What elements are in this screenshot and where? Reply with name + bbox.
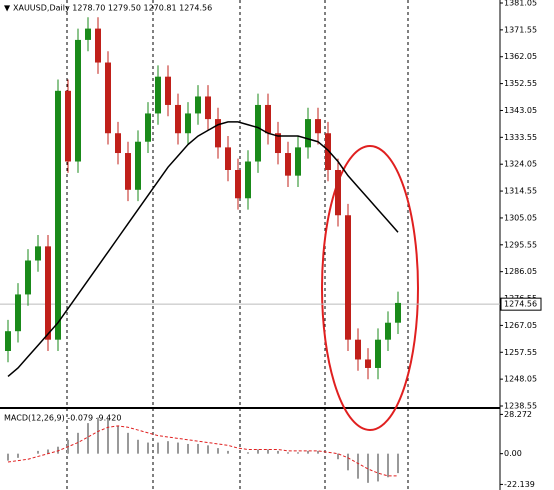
chart-title: XAUUSD,Daily 1278.70 1279.50 1270.81 127… [13, 4, 212, 13]
candle-body [345, 215, 351, 340]
candle-body [175, 104, 181, 134]
candle-body [95, 28, 101, 63]
candle-body [305, 119, 311, 148]
y-tick-label: 0.00 [504, 449, 522, 458]
candle-body [25, 260, 31, 295]
candle-body [165, 76, 171, 105]
candle-body [115, 133, 121, 154]
y-tick-label: 1362.05 [504, 52, 537, 61]
last-price-box [500, 297, 542, 311]
candle-body [145, 113, 151, 142]
signal-line [7, 425, 398, 477]
candle-body [265, 104, 271, 134]
candle-body [195, 96, 201, 114]
candle-body [285, 153, 291, 176]
candle-body [15, 294, 21, 332]
y-tick-label: 1238.55 [504, 402, 537, 411]
y-tick-label: 1333.55 [504, 133, 537, 142]
candle-body [315, 119, 321, 134]
y-tick-label: 1267.05 [504, 321, 537, 330]
candle-body [275, 133, 281, 154]
candle-body [125, 153, 131, 190]
highlight-ellipse [321, 145, 419, 431]
candle-body [155, 76, 161, 114]
candle-body [375, 339, 381, 368]
candle-body [45, 246, 51, 340]
y-tick-label: 1305.05 [504, 213, 537, 222]
candle-body [105, 62, 111, 134]
y-tick-label: 1343.05 [504, 106, 537, 115]
candle-body [365, 359, 371, 368]
y-tick-label: 1248.05 [504, 375, 537, 384]
y-tick-label: 1324.05 [504, 160, 537, 169]
last-price-label: 1274.56 [504, 300, 537, 309]
candle-body [245, 161, 251, 199]
y-tick-label: 1257.55 [504, 348, 537, 357]
y-tick-label: 1314.55 [504, 187, 537, 196]
y-tick-label: 1371.55 [504, 25, 537, 34]
y-tick-label: 28.272 [504, 410, 532, 419]
candle-body [225, 147, 231, 170]
candle-body [385, 322, 391, 340]
candle-body [75, 39, 81, 162]
candle-body [295, 147, 301, 176]
moving-average [7, 121, 399, 378]
macd-title: MACD(12,26,9) -0.079 -9.420 [4, 414, 121, 423]
candle-body [135, 141, 141, 190]
candle-body [85, 28, 91, 40]
y-tick-label: -22.139 [504, 480, 535, 489]
y-tick-label: 1295.55 [504, 240, 537, 249]
y-tick-label: 1352.55 [504, 79, 537, 88]
candle-body [35, 246, 41, 261]
candle-body [395, 302, 401, 323]
collapse-icon: ▼ [4, 4, 11, 13]
candle-body [5, 331, 11, 351]
candle-body [235, 169, 241, 199]
candle-body [55, 90, 61, 340]
candle-body [215, 119, 221, 148]
candle-body [185, 113, 191, 134]
candle-body [355, 339, 361, 360]
candle-body [65, 90, 71, 162]
candle-body [205, 96, 211, 120]
candle-body [255, 104, 261, 162]
candle-body [325, 133, 331, 170]
y-tick-label: 1286.05 [504, 267, 537, 276]
y-tick-label: 1381.05 [504, 0, 537, 8]
candle-body [335, 169, 341, 216]
